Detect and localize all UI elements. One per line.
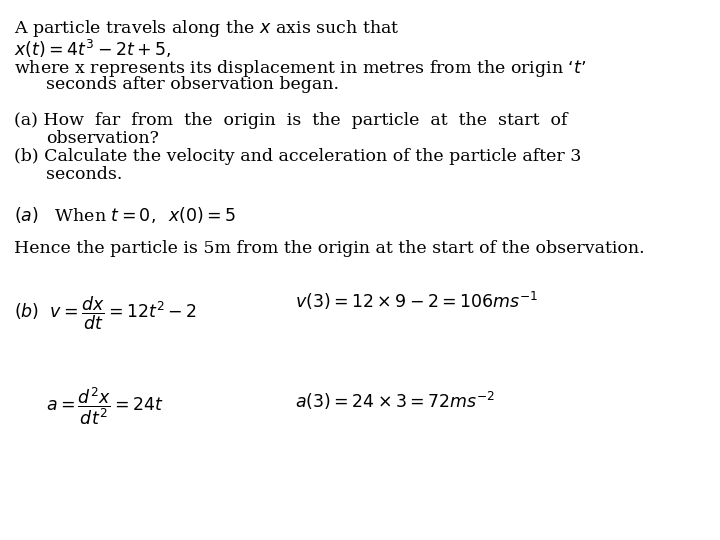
- Text: seconds after observation began.: seconds after observation began.: [46, 76, 339, 93]
- Text: $x(t) = 4t^3 - 2t + 5,$: $x(t) = 4t^3 - 2t + 5,$: [14, 38, 171, 60]
- Text: $v(3) = 12\times 9 - 2 = 106ms^{-1}$: $v(3) = 12\times 9 - 2 = 106ms^{-1}$: [295, 290, 538, 312]
- Text: seconds.: seconds.: [46, 166, 122, 183]
- Text: (b) Calculate the velocity and acceleration of the particle after 3: (b) Calculate the velocity and accelerat…: [14, 148, 581, 165]
- Text: $(a)$   When $t = 0,\;\; x(0) = 5$: $(a)$ When $t = 0,\;\; x(0) = 5$: [14, 205, 236, 225]
- Text: A particle travels along the $x$ axis such that: A particle travels along the $x$ axis su…: [14, 18, 400, 39]
- Text: $a(3) = 24\times 3 = 72ms^{-2}$: $a(3) = 24\times 3 = 72ms^{-2}$: [295, 390, 495, 412]
- Text: (a) How  far  from  the  origin  is  the  particle  at  the  start  of: (a) How far from the origin is the parti…: [14, 112, 567, 129]
- Text: observation?: observation?: [46, 130, 159, 147]
- Text: $a = \dfrac{d^2x}{dt^2} = 24t$: $a = \dfrac{d^2x}{dt^2} = 24t$: [46, 385, 164, 427]
- Text: $(b)$  $v = \dfrac{dx}{dt} = 12t^2 - 2$: $(b)$ $v = \dfrac{dx}{dt} = 12t^2 - 2$: [14, 295, 197, 333]
- Text: where x represents its displacement in metres from the origin ‘$t$’: where x represents its displacement in m…: [14, 58, 586, 79]
- Text: Hence the particle is 5m from the origin at the start of the observation.: Hence the particle is 5m from the origin…: [14, 240, 644, 257]
